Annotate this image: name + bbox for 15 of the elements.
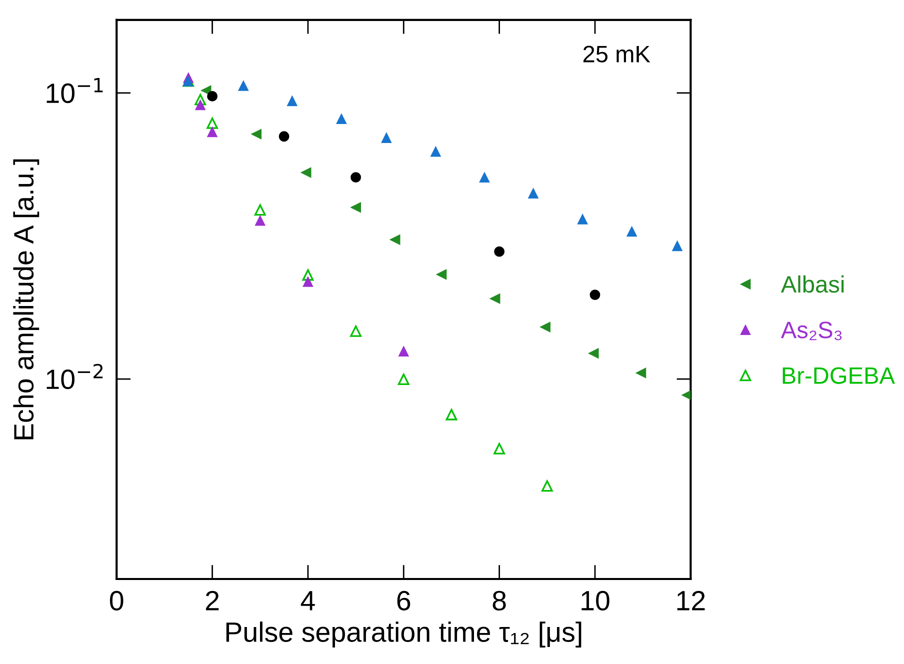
y-tick-label: 10$^{−2}$ [46, 364, 103, 390]
x-tick-label: 10 [582, 590, 610, 611]
annotation: 25 mK [583, 46, 650, 62]
legend-label: As₂S₃ [780, 322, 842, 340]
x-tick-label: 2 [206, 590, 219, 610]
x-tick-label: 12 [677, 590, 705, 610]
x-axis-title: Pulse separation time τ₁₂ [μs] [226, 622, 582, 648]
legend-label: Br-DGEBA [782, 367, 895, 384]
x-tick-label: 8 [492, 590, 506, 611]
x-tick-label: 0 [110, 590, 124, 611]
x-tick-label: 6 [397, 590, 410, 611]
y-axis-title: Echo amplitude A [a.u.] [13, 159, 40, 440]
legend-label: Albasi [780, 275, 844, 293]
x-tick-label: 4 [300, 591, 315, 610]
y-tick-label: 10$^{−1}$ [46, 78, 103, 104]
